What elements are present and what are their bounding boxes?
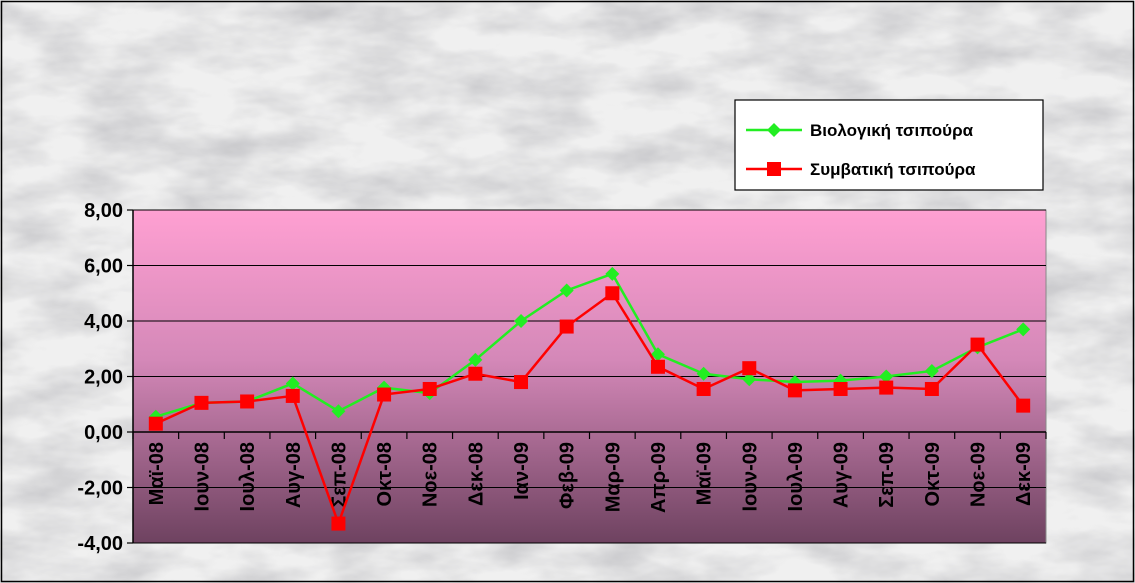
series-1-point [605, 266, 620, 281]
x-tick-label: Οκτ-08 [374, 442, 396, 507]
series-2-point [468, 366, 483, 381]
series-line-2 [155, 291, 1025, 528]
series-2-point [833, 381, 848, 396]
y-tick-label: -2,00 [77, 478, 123, 500]
x-tick-label: Σεπ-08 [328, 442, 350, 508]
x-tick-label: Μαϊ-09 [694, 442, 716, 505]
legend-label-series-1: Βιολογική τσιπούρα [810, 121, 974, 140]
y-tick-label: 6,00 [84, 256, 123, 278]
y-tick-label: 0,00 [84, 422, 123, 444]
x-tick-label: Σεπ-09 [876, 442, 898, 508]
series-2-point [879, 380, 894, 395]
legend-marker-series-2 [767, 162, 781, 176]
series-2-point [194, 395, 209, 410]
series-1-point [285, 376, 300, 391]
series-1-point [331, 404, 346, 419]
x-tick-label: Νοε-08 [420, 442, 442, 507]
series-2-point [422, 381, 437, 396]
legend-label-series-2: Συμβατική τσιπούρα [810, 160, 976, 179]
x-tick-label: Ιουν-08 [191, 442, 213, 511]
series-line-1 [155, 272, 1024, 418]
y-tick-label: 8,00 [84, 200, 123, 222]
series-2-point [240, 394, 255, 409]
series-1-point [1016, 322, 1031, 337]
x-tick-label: Μαρ-09 [602, 442, 624, 512]
series-1-point [742, 372, 757, 387]
x-tick-label: Αυγ-09 [831, 442, 853, 508]
x-tick-label: Μαϊ-08 [146, 442, 168, 505]
series-2-point [970, 337, 985, 352]
series-2-point [331, 516, 346, 531]
series-1-point [879, 369, 894, 384]
x-tick-label: Οκτ-09 [922, 442, 944, 507]
legend-marker-series-1 [767, 123, 781, 137]
series-1-point [559, 283, 574, 298]
x-tick-label: Αυγ-08 [283, 442, 305, 508]
x-tick-label: Δεκ-09 [1013, 442, 1035, 506]
plot-area [132, 209, 1047, 544]
series-layer [148, 266, 1031, 531]
series-2-point [559, 319, 574, 334]
x-tick-label: Νοε-09 [968, 442, 990, 507]
series-2-point [148, 416, 163, 431]
series-2-point [787, 383, 802, 398]
x-tick-label: Ιουν-09 [739, 442, 761, 511]
legend-box [734, 99, 1044, 191]
x-tick-label: Φεβ-09 [557, 442, 579, 509]
series-2-point [605, 286, 620, 301]
legend: Βιολογική τσιπούρα Συμβατική τσιπούρα [734, 99, 1044, 191]
x-tick-label: Δεκ-08 [465, 442, 487, 506]
series-1-point [924, 363, 939, 378]
x-axis-ticks: Μαϊ-08 Ιουν-08 Ιουλ-08 Αυγ-08 Σεπ-08 Οκτ-08 Νο… [146, 442, 1035, 513]
series-2-point [650, 359, 665, 374]
series-1-point [650, 347, 665, 362]
x-tick-label: Ιουλ-08 [237, 442, 259, 511]
x-tick-label: Απρ-09 [648, 442, 670, 513]
series-2-point [377, 387, 392, 402]
series-2-point [696, 381, 711, 396]
series-2-point [742, 361, 757, 376]
series-1-point [514, 314, 529, 328]
series-2-point [924, 381, 939, 396]
x-tick-label: Ιαν-09 [511, 442, 533, 500]
series-1-point [468, 352, 483, 367]
y-tick-label: -4,00 [77, 533, 123, 555]
y-tick-label: 2,00 [84, 367, 123, 389]
series-2-point [1016, 398, 1031, 413]
series-1-point [696, 366, 711, 381]
y-tick-label: 4,00 [84, 311, 123, 333]
series-2-point [514, 375, 529, 390]
y-axis-ticks: 8,00 6,00 4,00 2,00 0,00 -2,00 -4,00 [77, 200, 133, 555]
series-2-point [285, 388, 300, 403]
x-tick-label: Ιουλ-09 [785, 442, 807, 511]
